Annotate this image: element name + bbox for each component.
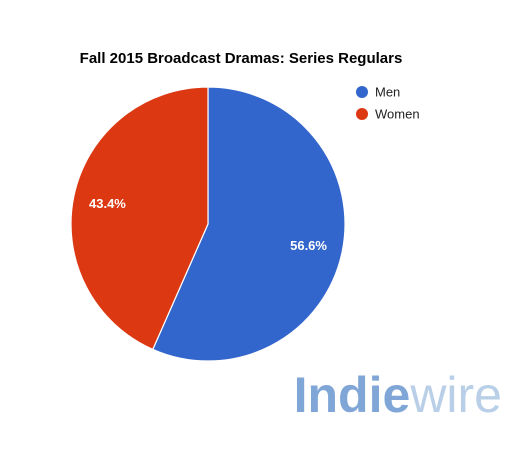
watermark-wire: wire xyxy=(409,367,502,423)
pie-slice-women xyxy=(70,86,209,351)
legend: Men Women xyxy=(356,85,420,122)
pie-slices xyxy=(70,86,346,362)
legend-marker-men xyxy=(356,86,368,98)
watermark-indie: Indie xyxy=(294,367,411,423)
legend-marker-women xyxy=(356,108,368,120)
slice-label-women: 43.4% xyxy=(89,196,126,211)
legend-label-women: Women xyxy=(375,107,420,122)
pie-slice-labels: 56.6% 43.4% xyxy=(89,196,327,253)
pie-slice-men xyxy=(152,86,346,362)
slice-label-men: 56.6% xyxy=(290,238,327,253)
chart-title: Fall 2015 Broadcast Dramas: Series Regul… xyxy=(80,50,403,67)
legend-label-men: Men xyxy=(375,85,400,100)
indiewire-watermark: Indiewire xyxy=(294,367,502,423)
